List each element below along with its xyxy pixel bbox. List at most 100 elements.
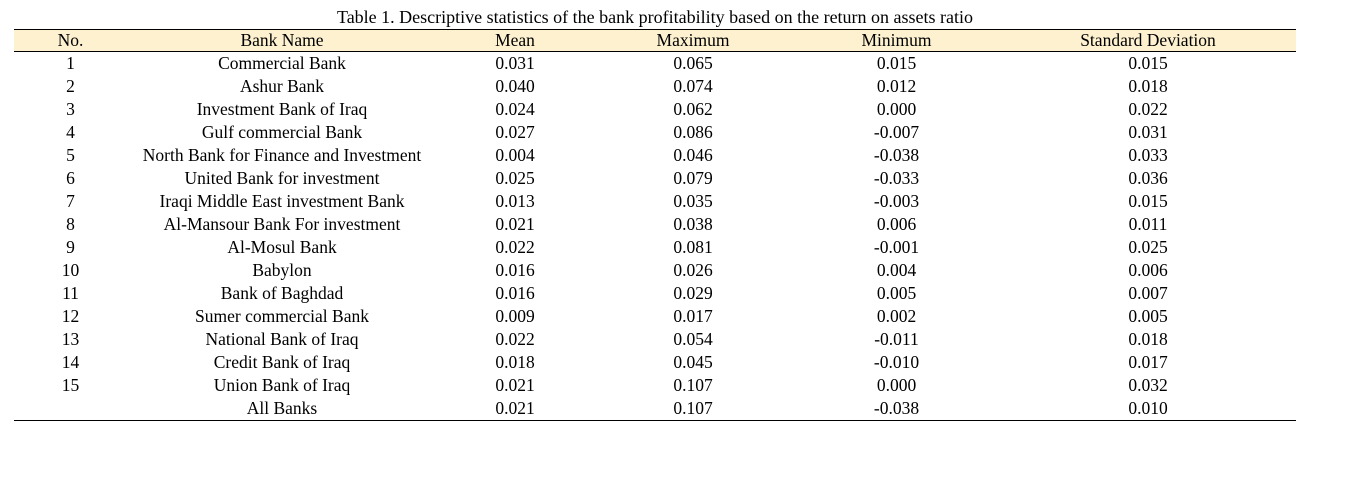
cell: 0.018 [1128,329,1168,349]
table-row: 2 Ashur Bank 0.040 0.074 0.012 0.018 [14,75,1296,98]
cell: 0.018 [495,352,535,372]
bank-name: Ashur Bank [239,76,325,96]
cell: 0.031 [1128,122,1168,142]
stats-table: No. Bank Name Mean Maximum Minimum Standard D… [14,29,1296,421]
cell: -0.038 [793,397,1000,421]
table-row: 5 North Bank for Finance and Investment 0.… [14,144,1296,167]
cell: 7 [66,191,75,211]
bank-name: National Bank of Iraq [205,329,359,349]
table-row: All Banks 0.021 0.107 -0.038 0.010 [14,397,1296,421]
cell: 0.000 [876,99,917,119]
cell: 0.107 [593,397,793,421]
cell: 0.022 [1128,99,1168,119]
cell: 0.002 [876,306,917,326]
cell: 0.013 [495,191,535,211]
bank-name: Al-Mosul Bank [227,237,337,257]
cell: 0.024 [495,99,535,119]
cell: 0.021 [437,397,593,421]
header-cell: No. [14,29,127,52]
header-cell: Mean [437,29,593,52]
cell: 0.000 [876,375,917,395]
cell: 0.016 [495,283,535,303]
bank-name: Iraqi Middle East investment Bank [159,191,405,211]
table-row: 3 Investment Bank of Iraq 0.024 0.062 0.000 0… [14,98,1296,121]
cell: 10 [61,260,80,280]
cell: 0.107 [673,375,713,395]
bank-name: Union Bank of Iraq [213,375,351,395]
table-row: 6 United Bank for investment 0.025 0.079 -0.… [14,167,1296,190]
bank-name-cell: United Bank for investment [127,167,437,190]
table-row: 14 Credit Bank of Iraq 0.018 0.045 -0.010 0.0… [14,351,1296,374]
bank-name: Babylon [252,260,312,280]
header-row: No. Bank Name Mean Maximum Minimum Standard D… [14,29,1296,52]
bank-name-cell: Gulf commercial Bank [127,121,437,144]
bank-name: Commercial Bank [218,53,346,73]
cell: -0.001 [873,237,920,257]
cell: -0.003 [873,191,920,211]
bank-name-cell: Sumer commercial Bank [127,305,437,328]
bank-name-cell: National Bank of Iraq [127,328,437,351]
bank-name-cell: Investment Bank of Iraq [127,98,437,121]
cell: 0.009 [495,306,535,326]
cell: 4 [66,122,75,142]
bank-name-cell: Union Bank of Iraq [127,374,437,397]
cell: 0.074 [673,76,713,96]
cell: 0.017 [673,306,713,326]
cell: 0.004 [495,145,535,165]
cell: -0.011 [874,329,919,349]
cell: -0.038 [873,145,920,165]
table-row: 4 Gulf commercial Bank 0.027 0.086 -0.007 0.0… [14,121,1296,144]
cell: 1 [66,53,75,73]
cell: 0.086 [673,122,713,142]
cell: 8 [66,214,75,234]
cell: 0.016 [495,260,535,280]
cell: 0.062 [673,99,713,119]
table-row: 9 Al-Mosul Bank 0.022 0.081 -0.001 0.025 [14,236,1296,259]
cell: 0.065 [673,53,713,73]
bank-name-cell: Credit Bank of Iraq [127,351,437,374]
cell: 0.045 [673,352,713,372]
bank-name: Al-Mansour Bank For investment [163,214,401,234]
table-row: 15 Union Bank of Iraq 0.021 0.107 0.000 0.032 [14,374,1296,397]
table-body: 1 Commercial Bank 0.031 0.065 0.015 0.015 2 Ash… [14,52,1296,421]
cell: 0.040 [495,76,535,96]
header-cell: Standard Deviation [1000,29,1296,52]
cell: -0.007 [873,122,920,142]
cell: 9 [66,237,75,257]
cell: 5 [66,145,75,165]
cell: 0.012 [876,76,917,96]
bank-name: Gulf commercial Bank [201,122,363,142]
cell: 0.035 [673,191,713,211]
bank-name: United Bank for investment [184,168,380,188]
cell: 0.033 [1128,145,1168,165]
cell: 13 [61,329,80,349]
bank-name-cell: All Banks [127,397,437,421]
bank-name-cell: Commercial Bank [127,52,437,76]
cell: 0.029 [673,283,713,303]
cell: 0.007 [1128,283,1168,303]
cell: 0.021 [495,214,535,234]
bank-name-cell: Babylon [127,259,437,282]
cell: 0.005 [1128,306,1168,326]
bank-name-cell: Al-Mosul Bank [127,236,437,259]
cell: 0.006 [1128,260,1168,280]
cell: 0.006 [876,214,917,234]
cell: -0.010 [873,352,920,372]
bank-name: North Bank for Finance and Investment [142,145,422,165]
cell: 3 [66,99,75,119]
bank-name-cell: Bank of Baghdad [127,282,437,305]
table-row: 1 Commercial Bank 0.031 0.065 0.015 0.015 [14,52,1296,76]
cell: 0.011 [1128,214,1168,234]
table-title: Table 1. Descriptive statistics of the b… [336,7,974,27]
bank-name-cell: North Bank for Finance and Investment [127,144,437,167]
cell: 11 [62,283,79,303]
cell: 12 [61,306,80,326]
cell: 0.054 [673,329,713,349]
cell: 0.025 [495,168,535,188]
cell: 15 [61,375,80,395]
cell: 0.010 [1000,397,1296,421]
header-cell: Maximum [593,29,793,52]
cell: -0.033 [873,168,920,188]
table-row: 13 National Bank of Iraq 0.022 0.054 -0.011 0… [14,328,1296,351]
